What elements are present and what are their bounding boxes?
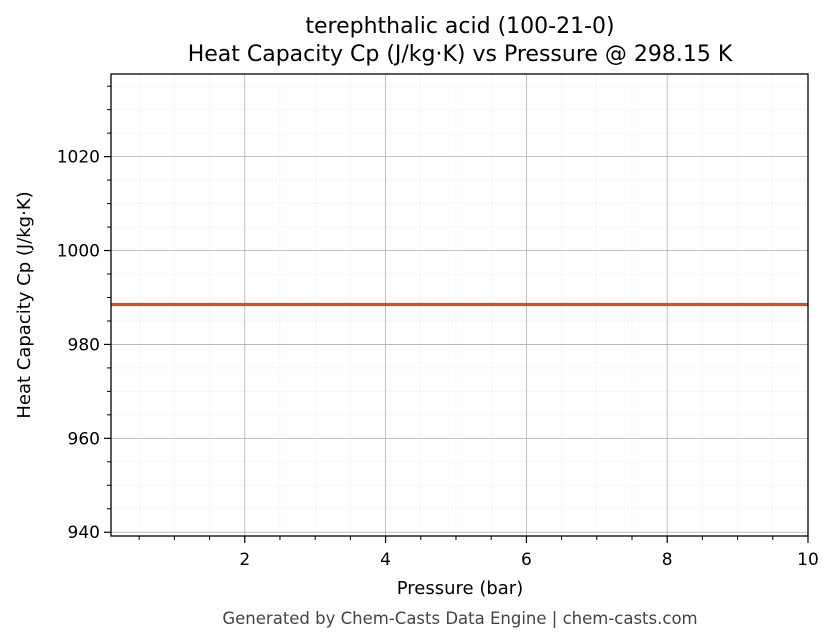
y-tick-label: 960 (68, 429, 100, 449)
y-axis-label: Heat Capacity Cp (J/kg·K) (14, 191, 35, 418)
y-tick-label: 940 (68, 523, 100, 543)
x-tick-label: 8 (662, 550, 673, 570)
x-tick-label: 4 (380, 550, 391, 570)
chart-subtitle: Heat Capacity Cp (J/kg·K) vs Pressure @ … (188, 42, 733, 67)
axis-ticks: 2 4 6 8 10 940 960 980 1000 1020 (57, 85, 819, 570)
y-tick-label: 1020 (57, 148, 100, 168)
minor-grid (111, 74, 808, 536)
footer-credit: Generated by Chem-Casts Data Engine | ch… (222, 609, 697, 628)
plot-frame (110, 73, 809, 537)
y-tick-label: 1000 (57, 242, 100, 262)
x-tick-label: 2 (239, 550, 250, 570)
x-axis-label: Pressure (bar) (397, 578, 523, 599)
x-tick-label: 10 (797, 550, 819, 570)
x-tick-label: 6 (521, 550, 532, 570)
chart-title: terephthalic acid (100-21-0) (305, 14, 614, 39)
y-tick-label: 980 (68, 335, 100, 355)
